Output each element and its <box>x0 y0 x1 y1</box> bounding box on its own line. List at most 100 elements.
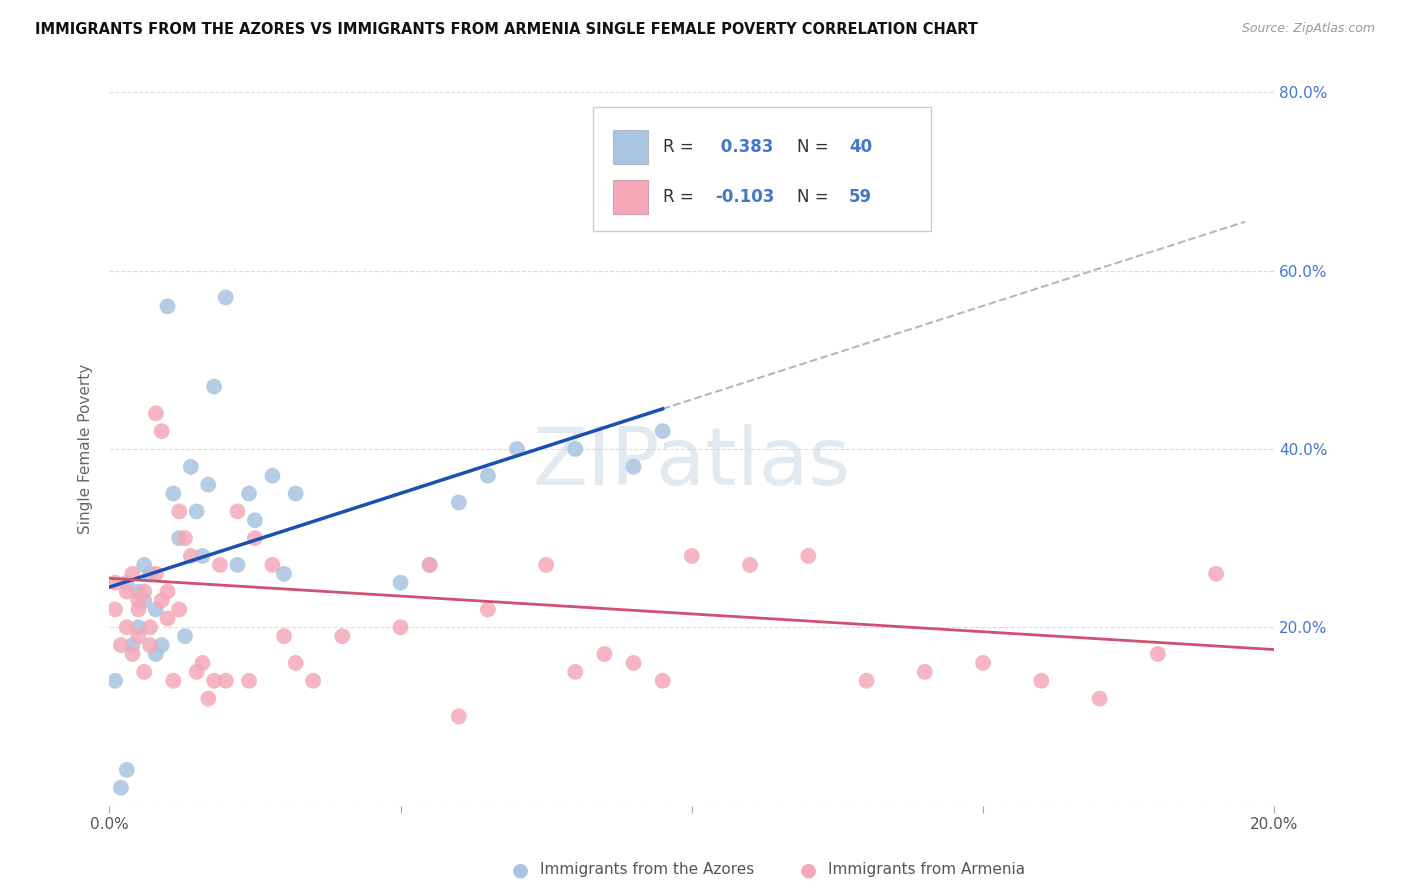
Point <box>180 549 202 563</box>
Point <box>186 504 208 518</box>
Text: IMMIGRANTS FROM THE AZORES VS IMMIGRANTS FROM ARMENIA SINGLE FEMALE POVERTY CORR: IMMIGRANTS FROM THE AZORES VS IMMIGRANTS… <box>35 22 979 37</box>
Point <box>273 566 295 581</box>
Point <box>330 629 353 643</box>
Point <box>150 424 173 438</box>
Point <box>202 673 225 688</box>
Point <box>972 656 994 670</box>
Point <box>191 549 214 563</box>
Bar <box>613 130 648 164</box>
Point <box>134 593 156 607</box>
Point <box>150 638 173 652</box>
Point <box>564 665 586 679</box>
Point <box>145 647 167 661</box>
Point <box>121 638 143 652</box>
Point <box>238 486 260 500</box>
Text: 0.383: 0.383 <box>716 138 773 156</box>
Point <box>623 656 645 670</box>
Point <box>110 780 132 795</box>
Text: Source: ZipAtlas.com: Source: ZipAtlas.com <box>1241 22 1375 36</box>
Point <box>174 629 197 643</box>
Point <box>215 673 238 688</box>
Point <box>1147 647 1170 661</box>
Point <box>1205 566 1227 581</box>
Point <box>127 620 149 634</box>
Point <box>1088 691 1111 706</box>
Point <box>681 549 703 563</box>
Point <box>104 602 127 616</box>
Point <box>419 558 441 572</box>
Point <box>162 673 184 688</box>
Point <box>121 566 143 581</box>
Point <box>262 558 284 572</box>
Point <box>167 602 190 616</box>
Point <box>145 406 167 420</box>
Point <box>134 584 156 599</box>
Point <box>121 647 143 661</box>
Point <box>477 602 499 616</box>
Point <box>110 638 132 652</box>
Point <box>167 531 190 545</box>
Point <box>115 763 138 777</box>
Text: N =: N = <box>797 138 834 156</box>
Point <box>593 647 616 661</box>
Point <box>477 468 499 483</box>
Point <box>127 593 149 607</box>
Point <box>186 665 208 679</box>
Point <box>855 673 877 688</box>
Point <box>914 665 936 679</box>
Bar <box>613 180 648 214</box>
Text: ●: ● <box>512 860 529 880</box>
Point <box>243 513 266 527</box>
Point <box>226 504 249 518</box>
Point <box>534 558 557 572</box>
Point <box>139 638 162 652</box>
Point <box>127 602 149 616</box>
Point <box>202 379 225 393</box>
Point <box>238 673 260 688</box>
Point <box>127 584 149 599</box>
Point <box>273 629 295 643</box>
Point <box>197 691 219 706</box>
Point <box>115 620 138 634</box>
Point <box>447 495 470 509</box>
Point <box>797 549 820 563</box>
Text: ZIPatlas: ZIPatlas <box>533 425 851 502</box>
Point <box>623 459 645 474</box>
FancyBboxPatch shape <box>593 107 931 231</box>
Text: N =: N = <box>797 188 834 206</box>
Point <box>167 504 190 518</box>
Point <box>104 575 127 590</box>
Point <box>115 584 138 599</box>
Point <box>115 575 138 590</box>
Point <box>208 558 231 572</box>
Point <box>447 709 470 723</box>
Point <box>506 442 529 456</box>
Point <box>243 531 266 545</box>
Point <box>104 673 127 688</box>
Text: ●: ● <box>800 860 817 880</box>
Point <box>262 468 284 483</box>
Point <box>162 486 184 500</box>
Point <box>389 575 412 590</box>
Point <box>191 656 214 670</box>
Point <box>134 665 156 679</box>
Text: 59: 59 <box>849 188 872 206</box>
Point <box>284 486 307 500</box>
Point <box>156 299 179 313</box>
Text: R =: R = <box>662 138 699 156</box>
Point <box>134 558 156 572</box>
Point <box>738 558 761 572</box>
Point <box>145 602 167 616</box>
Point <box>226 558 249 572</box>
Point <box>651 424 673 438</box>
Point <box>145 566 167 581</box>
Point <box>156 584 179 599</box>
Point <box>180 459 202 474</box>
Point <box>389 620 412 634</box>
Text: R =: R = <box>662 188 699 206</box>
Point <box>127 629 149 643</box>
Text: Immigrants from the Azores: Immigrants from the Azores <box>540 863 754 877</box>
Point <box>156 611 179 625</box>
Point <box>564 442 586 456</box>
Point <box>197 477 219 491</box>
